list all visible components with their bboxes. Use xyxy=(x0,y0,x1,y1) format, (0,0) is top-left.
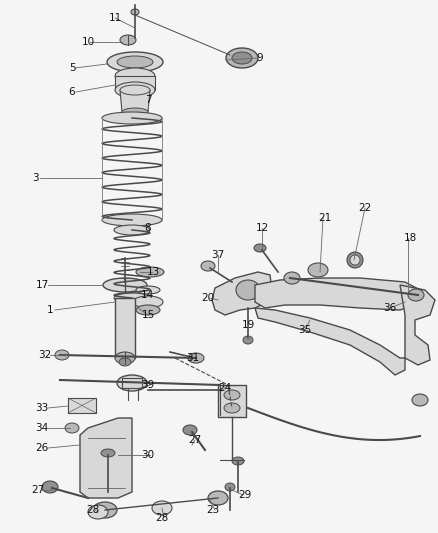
Polygon shape xyxy=(400,285,435,365)
Text: 10: 10 xyxy=(81,37,95,47)
Text: 39: 39 xyxy=(141,380,155,390)
Text: 27: 27 xyxy=(32,485,45,495)
Ellipse shape xyxy=(224,403,240,413)
Ellipse shape xyxy=(101,449,115,457)
Polygon shape xyxy=(255,308,405,375)
Text: 15: 15 xyxy=(141,310,155,320)
Ellipse shape xyxy=(254,244,266,252)
Text: 37: 37 xyxy=(212,250,225,260)
Ellipse shape xyxy=(412,394,428,406)
Ellipse shape xyxy=(65,423,79,433)
Text: 9: 9 xyxy=(257,53,263,63)
Text: 30: 30 xyxy=(141,450,155,460)
Ellipse shape xyxy=(243,336,253,344)
Text: 34: 34 xyxy=(35,423,49,433)
Ellipse shape xyxy=(188,353,204,363)
Bar xyxy=(122,378,142,388)
Text: 1: 1 xyxy=(47,305,53,315)
Ellipse shape xyxy=(224,390,240,400)
Ellipse shape xyxy=(408,289,424,301)
Text: 14: 14 xyxy=(140,290,154,300)
Text: 28: 28 xyxy=(155,513,169,523)
Bar xyxy=(68,398,96,413)
Ellipse shape xyxy=(347,252,363,268)
Text: 36: 36 xyxy=(383,303,397,313)
Bar xyxy=(115,298,135,358)
Text: 20: 20 xyxy=(201,293,215,303)
Ellipse shape xyxy=(136,267,164,277)
Text: 17: 17 xyxy=(35,280,49,290)
Bar xyxy=(115,76,155,90)
Ellipse shape xyxy=(115,82,155,98)
Text: 21: 21 xyxy=(318,213,332,223)
Text: 26: 26 xyxy=(35,443,49,453)
Ellipse shape xyxy=(114,293,150,303)
Ellipse shape xyxy=(122,108,148,116)
Text: 27: 27 xyxy=(188,435,201,445)
Ellipse shape xyxy=(284,272,300,284)
Ellipse shape xyxy=(107,52,163,72)
Ellipse shape xyxy=(236,280,260,300)
Text: 11: 11 xyxy=(108,13,122,23)
Text: 35: 35 xyxy=(298,325,311,335)
Ellipse shape xyxy=(350,255,360,265)
Text: 22: 22 xyxy=(358,203,371,213)
Text: 19: 19 xyxy=(241,320,254,330)
Text: 29: 29 xyxy=(238,490,251,500)
Ellipse shape xyxy=(136,286,160,294)
Ellipse shape xyxy=(114,225,150,235)
Ellipse shape xyxy=(152,501,172,515)
Ellipse shape xyxy=(232,52,252,64)
Ellipse shape xyxy=(93,502,117,518)
Text: 13: 13 xyxy=(146,267,159,277)
Text: 7: 7 xyxy=(145,95,151,105)
Text: 28: 28 xyxy=(86,505,99,515)
Text: 5: 5 xyxy=(69,63,75,73)
Polygon shape xyxy=(120,90,150,112)
Text: 32: 32 xyxy=(39,350,52,360)
Text: 6: 6 xyxy=(69,87,75,97)
Ellipse shape xyxy=(102,214,162,226)
Ellipse shape xyxy=(131,9,139,15)
Ellipse shape xyxy=(55,350,69,360)
Text: 31: 31 xyxy=(187,353,200,363)
Text: 3: 3 xyxy=(32,173,38,183)
Text: 18: 18 xyxy=(403,233,417,243)
Ellipse shape xyxy=(232,457,244,465)
Bar xyxy=(218,385,246,417)
Ellipse shape xyxy=(201,261,215,271)
Ellipse shape xyxy=(117,56,153,68)
Polygon shape xyxy=(255,278,420,310)
Ellipse shape xyxy=(208,491,228,505)
Ellipse shape xyxy=(308,263,328,277)
Ellipse shape xyxy=(119,358,131,366)
Text: 24: 24 xyxy=(219,383,232,393)
Text: 23: 23 xyxy=(206,505,219,515)
Ellipse shape xyxy=(102,112,162,124)
Ellipse shape xyxy=(103,278,147,292)
Ellipse shape xyxy=(120,85,150,95)
Ellipse shape xyxy=(117,375,147,391)
Ellipse shape xyxy=(183,425,197,435)
Ellipse shape xyxy=(225,483,235,491)
Ellipse shape xyxy=(115,68,155,84)
Polygon shape xyxy=(212,272,272,315)
Text: 33: 33 xyxy=(35,403,49,413)
Ellipse shape xyxy=(136,305,160,315)
Text: 12: 12 xyxy=(255,223,268,233)
Ellipse shape xyxy=(115,352,135,364)
Ellipse shape xyxy=(88,505,108,519)
Ellipse shape xyxy=(42,481,58,493)
Ellipse shape xyxy=(133,296,163,308)
Ellipse shape xyxy=(226,48,258,68)
Ellipse shape xyxy=(120,35,136,45)
Polygon shape xyxy=(80,418,132,498)
Text: 8: 8 xyxy=(145,223,151,233)
